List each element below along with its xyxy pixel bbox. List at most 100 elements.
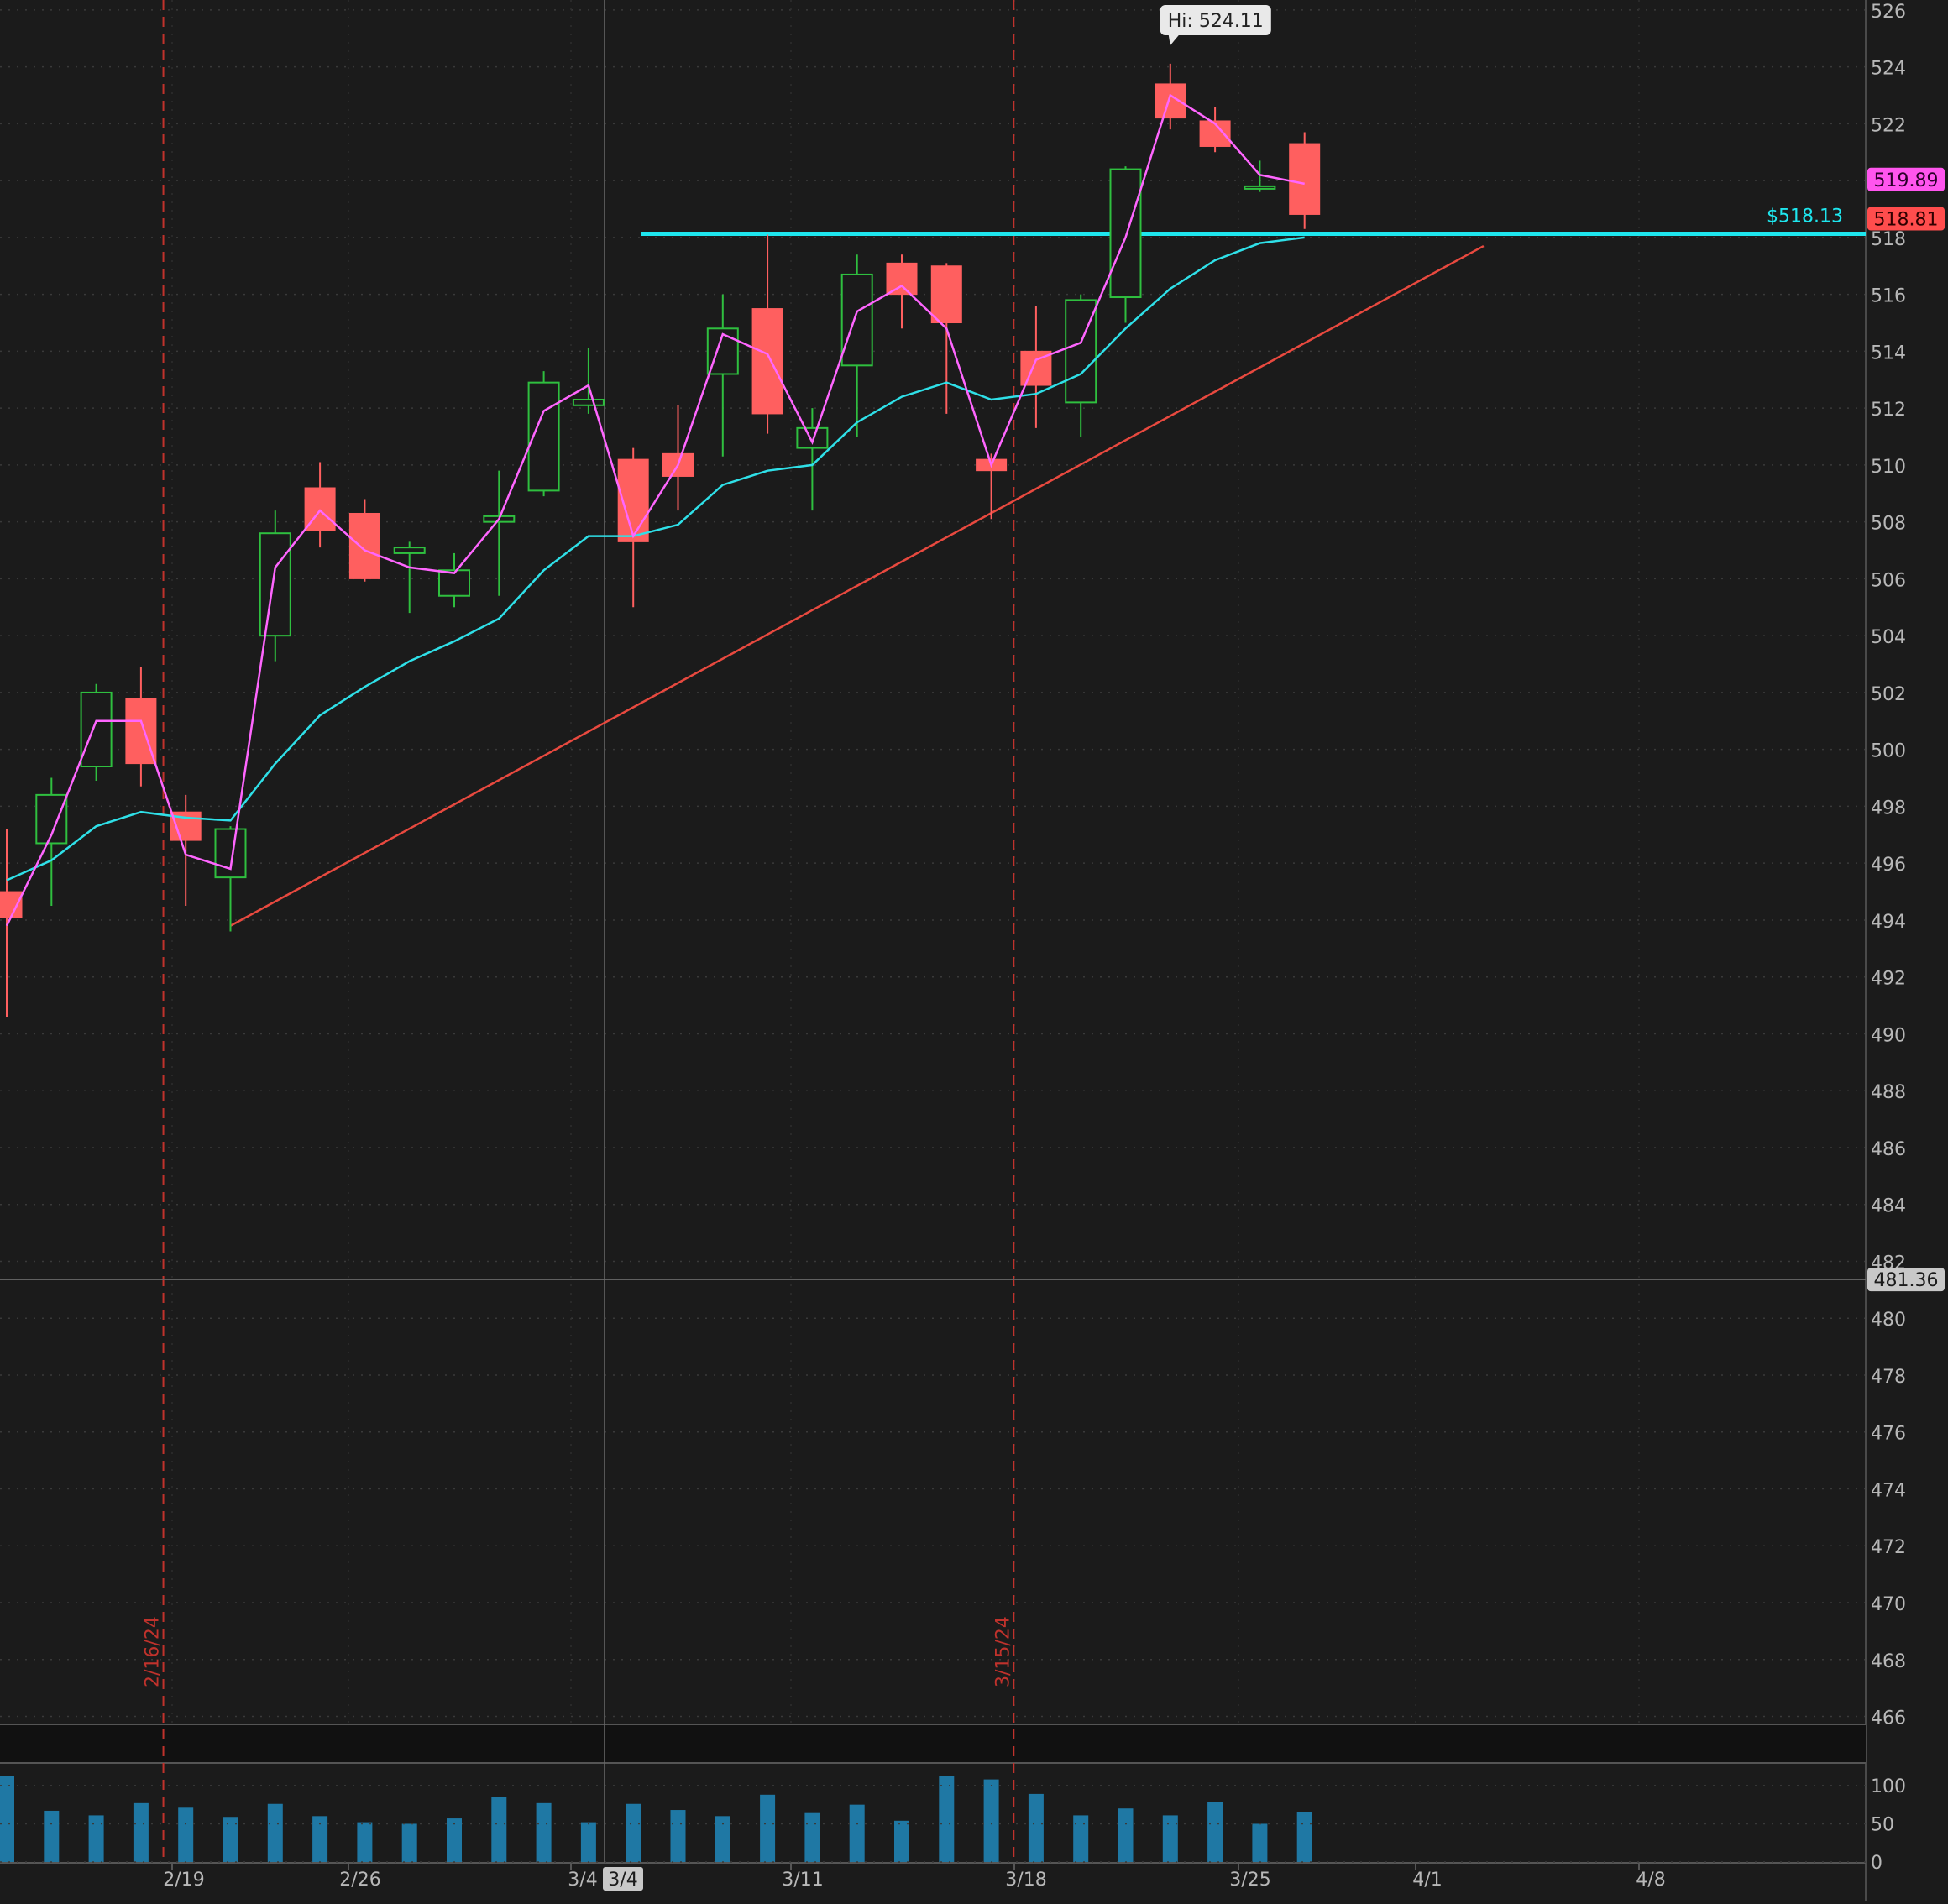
price-tick-label: 514: [1871, 343, 1906, 364]
volume-bar[interactable]: [983, 1779, 999, 1862]
volume-bar[interactable]: [536, 1802, 552, 1862]
event-markers: 2/16/24 3/15/24: [143, 0, 1015, 1862]
candle[interactable]: [796, 408, 829, 511]
volume-bar[interactable]: [357, 1822, 373, 1862]
price-tick-label: 510: [1871, 457, 1906, 478]
last-close-badge-box: [1867, 207, 1945, 231]
volume-bar[interactable]: [178, 1807, 194, 1862]
volume-bar[interactable]: [223, 1817, 238, 1862]
support-trendline[interactable]: [229, 244, 1485, 927]
date-tick-label: 2/26: [339, 1870, 380, 1891]
candle-body: [393, 547, 426, 554]
candle-body: [1109, 168, 1142, 299]
price-tick-label: 478: [1871, 1367, 1906, 1388]
volume-bar[interactable]: [401, 1823, 417, 1862]
candle-body: [886, 262, 918, 296]
volume-bar[interactable]: [267, 1803, 283, 1862]
price-tick-label: 522: [1871, 115, 1906, 136]
candle[interactable]: [348, 499, 380, 582]
candle[interactable]: [572, 348, 605, 414]
candle-body: [438, 569, 470, 597]
candle[interactable]: [438, 552, 470, 608]
volume-bar[interactable]: [1252, 1823, 1268, 1862]
volume-bar[interactable]: [491, 1797, 507, 1862]
candle-body: [348, 512, 380, 579]
volume-bar[interactable]: [1207, 1802, 1223, 1862]
candle-body: [796, 426, 829, 449]
candle[interactable]: [80, 683, 113, 781]
volume-bar[interactable]: [44, 1810, 60, 1862]
volume-bar[interactable]: [670, 1810, 686, 1862]
candle[interactable]: [304, 462, 336, 548]
fast-moving-average[interactable]: [5, 93, 1305, 927]
high-callout: Hi: 524.11: [1160, 5, 1271, 45]
event-label: 3/15/24: [992, 1616, 1013, 1687]
crosshair-price-badge-text: 481.36: [1874, 1270, 1939, 1291]
volume-bar[interactable]: [849, 1804, 865, 1862]
candle[interactable]: [1289, 132, 1321, 229]
volume-bar[interactable]: [312, 1816, 328, 1862]
candle-body: [80, 691, 113, 768]
volume-bar[interactable]: [447, 1818, 462, 1862]
date-tick-label: 3/18: [1005, 1870, 1046, 1891]
candle[interactable]: [840, 254, 873, 437]
date-tick-label: 2/19: [163, 1870, 204, 1891]
date-tick-label: 3/4: [568, 1870, 597, 1891]
price-tick-label: 504: [1871, 627, 1906, 648]
price-tick-label: 496: [1871, 855, 1906, 876]
volume-tick-label: 100: [1871, 1776, 1906, 1797]
volume-bar[interactable]: [1073, 1815, 1089, 1862]
volume-bar[interactable]: [715, 1816, 730, 1862]
volume-tick-label: 0: [1871, 1853, 1883, 1874]
price-tick-label: 518: [1871, 229, 1906, 250]
candle[interactable]: [527, 371, 560, 497]
volume-bar[interactable]: [894, 1820, 909, 1862]
candle-body: [0, 891, 23, 918]
candle[interactable]: [930, 263, 962, 414]
fast-ma-badge-text: 519.89: [1874, 170, 1939, 191]
volume-bar[interactable]: [1118, 1808, 1134, 1862]
volume-bar[interactable]: [626, 1803, 641, 1862]
candle-body: [214, 828, 247, 879]
volume-bar[interactable]: [1296, 1812, 1312, 1862]
date-axis: 2/19 2/26 3/4 3/11 3/18 3/25 4/1 4/8: [163, 1863, 1666, 1891]
price-tick-label: 516: [1871, 286, 1906, 307]
fast-ma-badge: 519.89: [1867, 167, 1945, 191]
volume-bar[interactable]: [939, 1776, 955, 1862]
candle[interactable]: [886, 254, 918, 329]
high-callout-text: Hi: 524.11: [1168, 11, 1264, 32]
volume-bar[interactable]: [88, 1815, 104, 1862]
price-tick-label: 526: [1871, 2, 1906, 23]
price-tick-label: 466: [1871, 1708, 1906, 1729]
candle[interactable]: [214, 826, 247, 932]
candle-body: [259, 532, 291, 637]
volume-bar[interactable]: [1028, 1793, 1044, 1862]
candle-body: [572, 398, 605, 406]
volume-bar[interactable]: [0, 1776, 14, 1862]
fast-ma-badge-box: [1867, 167, 1945, 191]
candle[interactable]: [259, 510, 291, 662]
candle[interactable]: [393, 541, 426, 614]
volume-bar[interactable]: [760, 1794, 776, 1862]
candle[interactable]: [1244, 160, 1276, 192]
volume-bar[interactable]: [580, 1822, 596, 1862]
candle[interactable]: [1065, 294, 1097, 437]
date-tick-label: 3/25: [1229, 1870, 1270, 1891]
volume-tick-label: 50: [1871, 1814, 1894, 1835]
price-tick-label: 498: [1871, 798, 1906, 819]
volume-bar[interactable]: [804, 1812, 820, 1862]
crosshair-price-badge-box: [1867, 1268, 1945, 1292]
slow-moving-average[interactable]: [6, 236, 1305, 881]
price-tick-label: 474: [1871, 1480, 1906, 1501]
volume-bar[interactable]: [1162, 1815, 1178, 1862]
volume-bar[interactable]: [133, 1802, 149, 1862]
price-tick-label: 506: [1871, 570, 1906, 591]
candle[interactable]: [1109, 166, 1142, 323]
candle[interactable]: [751, 234, 783, 434]
candle[interactable]: [617, 447, 649, 608]
high-callout-box: [1160, 5, 1271, 35]
price-tick-label: 502: [1871, 684, 1906, 705]
price-tick-label: 494: [1871, 912, 1906, 933]
